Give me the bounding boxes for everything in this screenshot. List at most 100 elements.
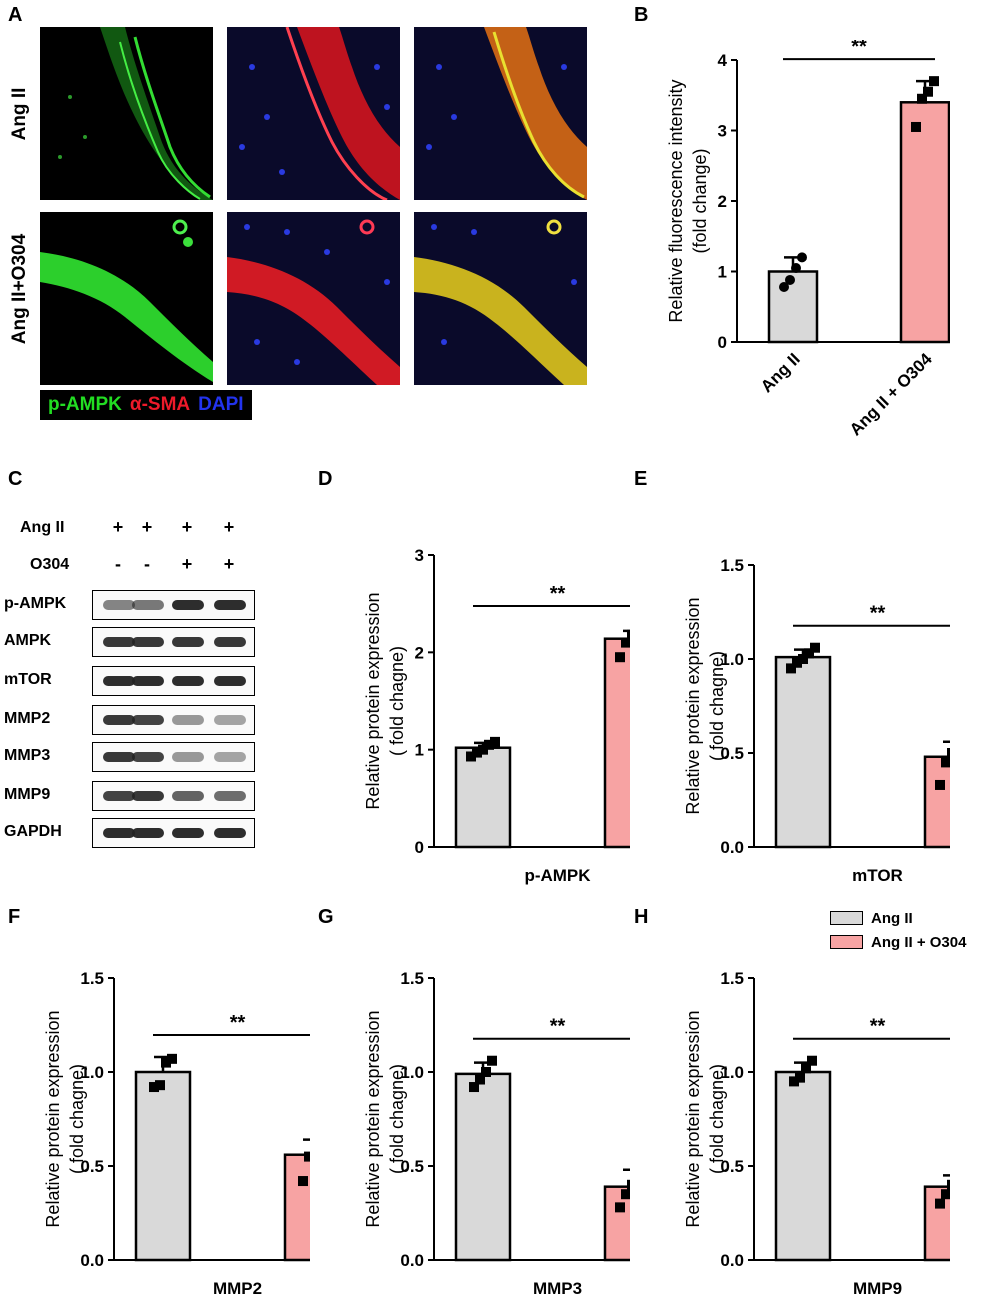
blot-label: mTOR <box>4 671 52 688</box>
panel-letter-g: G <box>318 906 334 928</box>
blot-label: p-AMPK <box>4 595 67 612</box>
bar <box>774 655 832 849</box>
wb-sign: - <box>144 554 150 574</box>
data-point <box>469 1082 479 1093</box>
blot-band <box>132 637 164 647</box>
data-point <box>487 1055 497 1066</box>
y-tick-label: 0.0 <box>720 838 744 857</box>
blot-band <box>103 715 135 725</box>
data-point <box>929 76 939 87</box>
data-point <box>161 1057 171 1068</box>
y-axis-label-line: Relative fluorescence intensity <box>666 79 686 322</box>
blot-band <box>172 828 204 838</box>
x-axis-label: mTOR <box>852 866 903 885</box>
data-point <box>923 86 933 97</box>
data-point <box>795 1072 805 1083</box>
data-point <box>466 751 476 762</box>
blot-band <box>214 676 246 686</box>
y-tick-label: 0.0 <box>400 1251 424 1270</box>
data-point <box>801 1063 811 1074</box>
panel-letter-a: A <box>8 4 23 26</box>
legend-item-ang-ii: Ang II <box>830 906 966 930</box>
legend-item-ang-ii-o304: Ang II + O304 <box>830 930 966 954</box>
micrograph-merged-stain <box>414 212 587 385</box>
wb-sign: + <box>181 554 193 574</box>
micrograph-ang-ii-alpha-sma <box>227 27 400 200</box>
data-point <box>481 1067 491 1077</box>
chart-e: 0.0 0.5 1.0 1.5 Relative protein expression(… <box>683 556 950 885</box>
wb-sign: - <box>115 554 121 574</box>
stain-legend-p-ampk: p-AMPK <box>48 394 122 415</box>
micrograph-ang-ii-o304-p-ampk <box>40 212 213 385</box>
panel-letter-e: E <box>634 468 648 490</box>
y-tick-label: 0.5 <box>80 1157 104 1176</box>
data-point <box>807 1055 817 1066</box>
chart-f: 0.0 0.5 1.0 1.5 Relative protein expression(… <box>43 969 310 1297</box>
x-axis-label: MMP9 <box>853 1279 902 1297</box>
x-axis-label: MMP3 <box>533 1279 582 1297</box>
data-point <box>804 648 814 659</box>
data-point <box>627 1179 630 1190</box>
y-tick-label: 1.5 <box>720 556 744 575</box>
data-point <box>621 1189 630 1200</box>
bar <box>454 746 512 849</box>
wb-sign: + <box>141 517 153 537</box>
data-point <box>155 1080 165 1091</box>
blot-band <box>214 600 246 610</box>
micrograph-green-stain <box>40 219 213 382</box>
wb-header-ang-ii: Ang II <box>20 519 65 536</box>
y-tick-label: 0 <box>718 333 727 352</box>
blot-band <box>214 637 246 647</box>
blot-label: MMP9 <box>4 786 51 803</box>
y-axis-label-line: ( fold chagne) <box>387 1064 407 1174</box>
blot-band <box>172 637 204 647</box>
y-axis-label-line: ( fold chagne) <box>387 646 407 756</box>
blot-label: AMPK <box>4 632 52 649</box>
data-point <box>941 757 950 768</box>
blot-label: MMP3 <box>4 747 51 764</box>
significance-label: ** <box>870 1016 886 1038</box>
y-axis-label: Relative protein expression( fold chagne… <box>363 1010 407 1227</box>
x-tick-label: Ang II <box>757 349 804 396</box>
y-tick-label: 2 <box>415 643 424 662</box>
y-tick-label: 4 <box>718 51 728 70</box>
significance-label: ** <box>230 1012 246 1034</box>
x-axis-label: p-AMPK <box>524 866 591 885</box>
y-tick-label: 2 <box>718 192 727 211</box>
data-point <box>791 262 801 273</box>
blot-band <box>103 637 135 647</box>
blot-band <box>214 752 246 762</box>
data-point <box>947 748 950 758</box>
data-point <box>917 93 927 104</box>
blot-band <box>103 828 135 838</box>
y-tick-label: 1.5 <box>80 969 104 988</box>
micrograph-ang-ii-o304-alpha-sma <box>227 212 400 385</box>
y-axis-label-line: ( fold chagne) <box>707 1064 727 1174</box>
data-point <box>810 642 820 653</box>
y-axis-label-line: ( fold chagne) <box>67 1064 87 1174</box>
blot-band <box>172 600 204 610</box>
y-tick-label: 1.0 <box>720 650 744 669</box>
bar <box>923 755 950 849</box>
data-point <box>472 747 482 758</box>
y-tick-label: 1.5 <box>400 969 424 988</box>
data-point <box>615 1202 625 1213</box>
y-axis-label-line: (fold change) <box>690 148 710 253</box>
blot-strip <box>92 590 255 620</box>
blot-strip <box>92 781 255 811</box>
blot-strip <box>92 666 255 696</box>
bar <box>899 101 950 344</box>
blot-band <box>103 752 135 762</box>
data-point <box>490 736 500 747</box>
data-point <box>947 1179 950 1190</box>
blot-band <box>132 600 164 610</box>
y-tick-label: 1.0 <box>400 1063 424 1082</box>
micrograph-ang-ii-merge <box>414 27 587 200</box>
blot-band <box>214 715 246 725</box>
data-point <box>149 1082 159 1093</box>
blot-strip <box>92 705 255 735</box>
y-axis-label: Relative protein expression( fold chagne… <box>683 1010 727 1227</box>
bar <box>454 1072 512 1262</box>
bar <box>774 1070 832 1262</box>
y-axis-label-line: Relative protein expression <box>43 1010 63 1227</box>
